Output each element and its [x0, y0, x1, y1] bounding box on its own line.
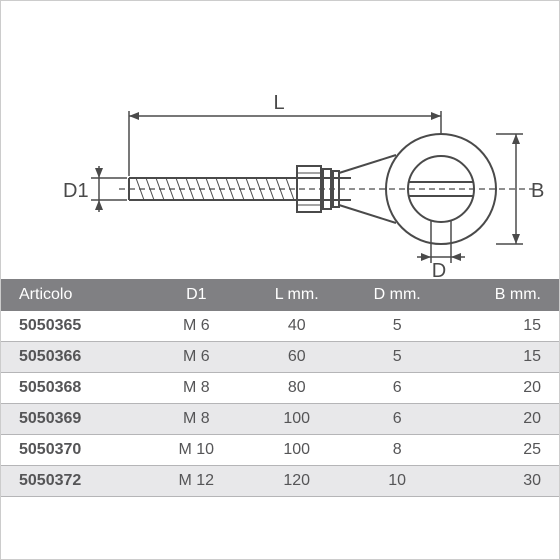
table-cell: 100	[247, 404, 347, 435]
spec-table-area: ArticoloD1L mm.D mm.B mm. 5050365M 64051…	[1, 279, 559, 497]
table-header-row: ArticoloD1L mm.D mm.B mm.	[1, 279, 559, 311]
table-cell: 5050366	[1, 342, 146, 373]
table-row: 5050368M 880620	[1, 373, 559, 404]
table-cell: M 6	[146, 311, 246, 342]
table-cell: 8	[347, 435, 447, 466]
table-row: 5050372M 121201030	[1, 466, 559, 497]
table-cell: M 10	[146, 435, 246, 466]
table-cell: 5050372	[1, 466, 146, 497]
table-cell: 25	[447, 435, 559, 466]
eye-bolt-diagram: L D1 D B	[1, 1, 560, 279]
table-cell: 20	[447, 373, 559, 404]
table-cell: 30	[447, 466, 559, 497]
table-row: 5050369M 8100620	[1, 404, 559, 435]
table-cell: 120	[247, 466, 347, 497]
table-cell: M 12	[146, 466, 246, 497]
label-L: L	[273, 92, 284, 114]
col-header: D mm.	[347, 279, 447, 311]
table-row: 5050370M 10100825	[1, 435, 559, 466]
label-B: B	[531, 180, 544, 202]
col-header: Articolo	[1, 279, 146, 311]
table-cell: 5	[347, 342, 447, 373]
table-cell: 5	[347, 311, 447, 342]
table-cell: 40	[247, 311, 347, 342]
table-cell: 5050365	[1, 311, 146, 342]
table-cell: M 8	[146, 404, 246, 435]
table-row: 5050365M 640515	[1, 311, 559, 342]
col-header: L mm.	[247, 279, 347, 311]
table-cell: 6	[347, 404, 447, 435]
col-header: D1	[146, 279, 246, 311]
table-cell: 6	[347, 373, 447, 404]
label-D: D	[432, 260, 446, 279]
table-cell: 20	[447, 404, 559, 435]
page-container: L D1 D B ArticoloD1L mm.D mm.B mm. 50503…	[0, 0, 560, 560]
spec-table: ArticoloD1L mm.D mm.B mm. 5050365M 64051…	[1, 279, 559, 497]
table-cell: 5050368	[1, 373, 146, 404]
label-D1: D1	[63, 180, 89, 202]
diagram-area: L D1 D B	[1, 1, 559, 279]
table-cell: 15	[447, 311, 559, 342]
table-cell: 5050369	[1, 404, 146, 435]
table-cell: 15	[447, 342, 559, 373]
table-cell: 60	[247, 342, 347, 373]
table-cell: 100	[247, 435, 347, 466]
table-row: 5050366M 660515	[1, 342, 559, 373]
table-cell: M 6	[146, 342, 246, 373]
table-cell: 10	[347, 466, 447, 497]
col-header: B mm.	[447, 279, 559, 311]
table-cell: M 8	[146, 373, 246, 404]
table-cell: 80	[247, 373, 347, 404]
table-cell: 5050370	[1, 435, 146, 466]
